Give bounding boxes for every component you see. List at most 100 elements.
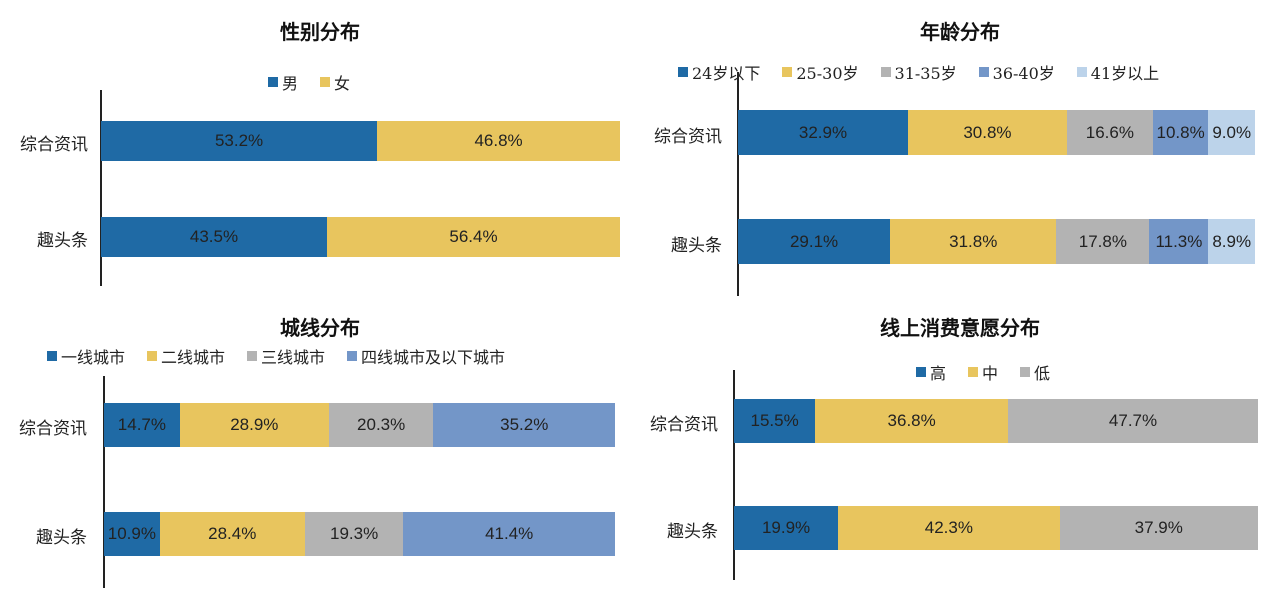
bar-segment: 35.2% <box>433 403 615 447</box>
legend-item: 低 <box>1020 360 1050 384</box>
bar-segment: 47.7% <box>1008 399 1258 443</box>
chart-title: 性别分布 <box>280 20 360 44</box>
legend-label: 低 <box>1034 364 1051 383</box>
legend-item: 31-35岁 <box>880 60 957 84</box>
category-label: 综合资讯 <box>20 135 88 155</box>
stacked-bar: 53.2% 46.8% <box>101 121 620 161</box>
bar-segment: 19.9% <box>734 506 839 550</box>
legend-swatch <box>916 367 926 377</box>
legend-label: 25-30岁 <box>796 64 859 83</box>
legend-item: 36-40岁 <box>978 60 1055 84</box>
category-label: 趣头条 <box>37 231 88 251</box>
legend-item: 三线城市 <box>247 344 325 368</box>
category-label: 趣头条 <box>671 235 722 256</box>
y-axis-line <box>100 90 102 286</box>
bar-segment: 11.3% <box>1149 219 1209 264</box>
stacked-bar: 43.5% 56.4% <box>101 217 620 257</box>
stacked-bar: 15.5% 36.8% 47.7% <box>734 399 1258 443</box>
category-label: 综合资讯 <box>19 419 87 439</box>
legend-swatch <box>978 67 989 77</box>
bar-segment: 9.0% <box>1208 110 1255 155</box>
category-label: 趣头条 <box>667 522 718 542</box>
legend-swatch <box>782 67 793 77</box>
legend-item: 中 <box>968 360 998 384</box>
legend-label: 高 <box>930 364 947 383</box>
legend-label: 24岁以下 <box>692 64 761 83</box>
legend-swatch <box>1076 67 1087 77</box>
legend-label: 41岁以上 <box>1090 64 1160 83</box>
bar-segment: 31.8% <box>890 219 1057 264</box>
bar-segment: 43.5% <box>101 217 327 257</box>
legend-label: 女 <box>334 74 351 93</box>
legend-swatch <box>678 67 688 77</box>
category-label: 综合资讯 <box>650 415 718 435</box>
legend-swatch <box>268 77 278 87</box>
age-chart: 年龄分布 24岁以下 25-30岁 31-35岁 36-40岁 41岁以上综合资讯 32.9… <box>640 0 1280 300</box>
legend-item: 男 <box>268 70 298 94</box>
y-axis-line <box>733 370 735 580</box>
stacked-bar: 32.9% 30.8% 16.6% 10.8% 9.0% <box>738 110 1255 155</box>
bar-segment: 41.4% <box>403 512 615 556</box>
legend-item: 一线城市 <box>47 344 125 368</box>
consumption-intent-chart: 线上消费意愿分布高 中 低综合资讯 15.5% 36.8% 47.7% 趣头条 19.9% 42… <box>640 300 1280 600</box>
legend-item: 24岁以下 <box>678 60 760 84</box>
legend-item: 女 <box>320 70 350 94</box>
legend-label: 中 <box>982 364 999 383</box>
legend-item: 25-30岁 <box>782 60 859 84</box>
category-label: 综合资讯 <box>654 126 722 147</box>
legend-label: 36-40岁 <box>992 64 1055 83</box>
bar-segment: 17.8% <box>1056 219 1150 264</box>
chart-legend: 男女 <box>268 70 350 94</box>
stacked-bar: 19.9% 42.3% 37.9% <box>734 506 1258 550</box>
bar-segment: 19.3% <box>304 512 404 556</box>
legend-swatch <box>347 351 358 361</box>
legend-item: 高 <box>916 360 946 384</box>
bar-segment: 15.5% <box>734 399 816 443</box>
legend-label: 31-35岁 <box>894 64 957 83</box>
legend-swatch <box>247 351 258 361</box>
legend-swatch <box>47 351 57 361</box>
y-axis-line <box>103 376 105 588</box>
bar-segment: 32.9% <box>738 110 908 155</box>
chart-legend: 一线城市 二线城市 三线城市 四线城市及以下城市 <box>47 344 505 368</box>
bar-segment: 10.9% <box>104 512 160 556</box>
bar-segment: 56.4% <box>326 217 620 257</box>
legend-swatch <box>1020 367 1031 377</box>
chart-legend: 高中低 <box>916 360 1050 384</box>
legend-label: 三线城市 <box>261 348 326 367</box>
legend-swatch <box>320 77 331 87</box>
chart-title: 城线分布 <box>280 316 360 340</box>
legend-swatch <box>147 351 158 361</box>
bar-segment: 36.8% <box>815 399 1009 443</box>
bar-segment: 42.3% <box>838 506 1060 550</box>
bar-segment: 46.8% <box>377 121 620 161</box>
legend-item: 四线城市及以下城市 <box>347 344 505 368</box>
chart-legend: 24岁以下 25-30岁 31-35岁 36-40岁 41岁以上 <box>678 60 1159 84</box>
bar-segment: 28.9% <box>179 403 329 447</box>
chart-title: 线上消费意愿分布 <box>880 316 1040 340</box>
legend-label: 一线城市 <box>61 348 126 367</box>
stacked-bar: 14.7% 28.9% 20.3% 35.2% <box>104 403 615 447</box>
bar-segment: 10.8% <box>1152 110 1209 155</box>
bar-segment: 28.4% <box>159 512 305 556</box>
stacked-bar: 29.1% 31.8% 17.8% 11.3% 8.9% <box>738 219 1255 264</box>
bar-segment: 16.6% <box>1066 110 1153 155</box>
category-label: 趣头条 <box>36 528 87 548</box>
chart-title: 年龄分布 <box>920 20 1000 44</box>
stacked-bar: 10.9% 28.4% 19.3% 41.4% <box>104 512 615 556</box>
y-axis-line <box>737 72 739 296</box>
legend-label: 男 <box>282 74 299 93</box>
bar-segment: 8.9% <box>1208 219 1255 264</box>
legend-swatch <box>880 67 891 77</box>
legend-swatch <box>968 367 979 377</box>
bar-segment: 20.3% <box>328 403 434 447</box>
bar-segment: 37.9% <box>1059 506 1258 550</box>
bar-segment: 29.1% <box>738 219 891 264</box>
bar-segment: 14.7% <box>104 403 180 447</box>
gender-chart: 性别分布男女综合资讯 53.2% 46.8% 趣头条 43.5% 56.4% <box>0 0 640 300</box>
bar-segment: 30.8% <box>907 110 1067 155</box>
city-tier-chart: 城线分布 一线城市 二线城市 三线城市 四线城市及以下城市 综合资讯 14.7% 28.9% 2… <box>0 300 640 600</box>
legend-label: 四线城市及以下城市 <box>361 348 506 367</box>
bar-segment: 53.2% <box>101 121 378 161</box>
legend-item: 41岁以上 <box>1076 60 1160 84</box>
